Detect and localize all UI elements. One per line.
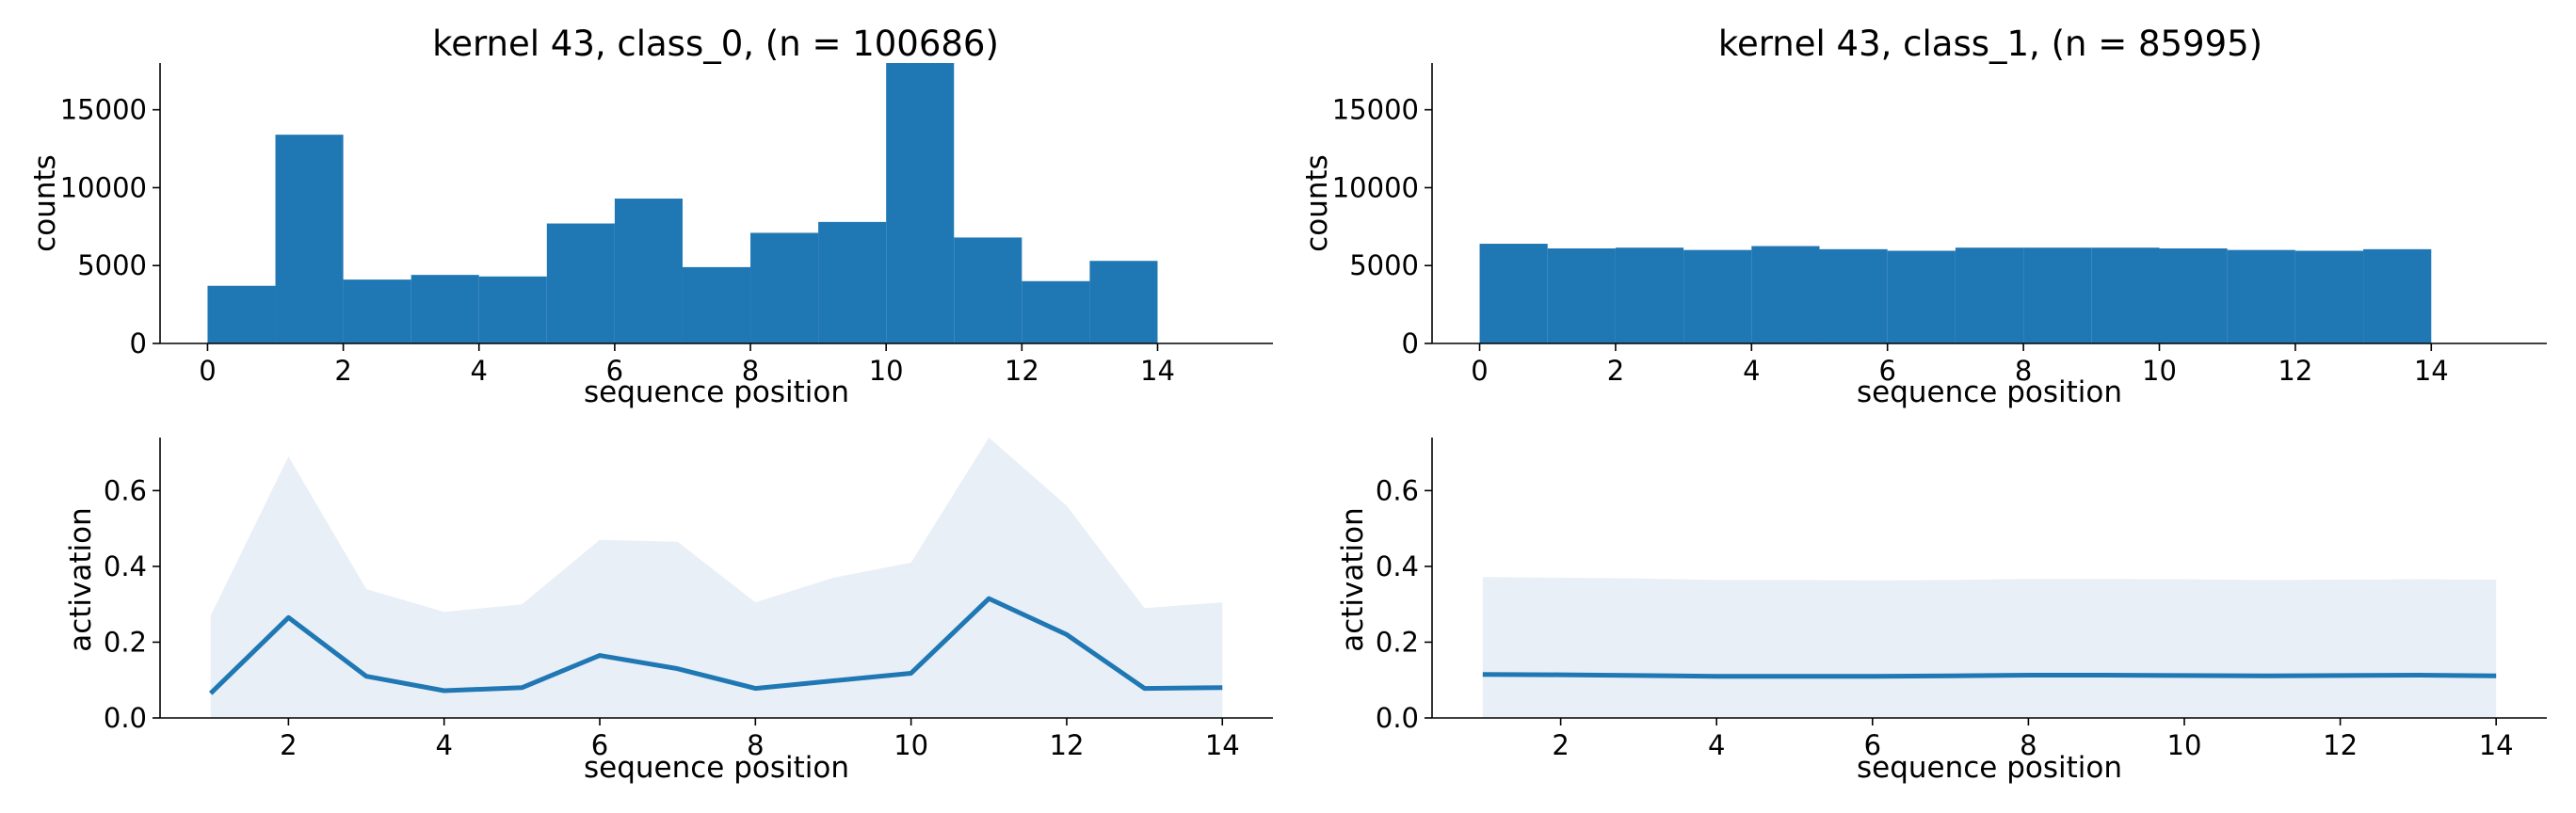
y-tick-label: 15000	[60, 94, 147, 126]
y-tick-label: 5000	[1349, 249, 1419, 281]
histogram-bar	[1819, 248, 1888, 343]
y-tick-label: 0.2	[104, 626, 147, 658]
x-tick-label: 10	[869, 355, 904, 387]
x-tick-label: 10	[2142, 355, 2177, 387]
histogram-bar	[207, 285, 276, 343]
y-axis-label: activation	[64, 507, 98, 652]
x-tick-label: 12	[2278, 355, 2312, 387]
histogram-bar	[1751, 246, 1820, 343]
histogram-bar	[2294, 250, 2364, 343]
panel-title: kernel 43, class_0, (n = 100686)	[432, 24, 999, 64]
histogram-bar	[750, 232, 819, 343]
x-tick-label: 12	[1005, 355, 1039, 387]
x-tick-label: 6	[1878, 355, 1895, 387]
y-tick-label: 0.0	[1376, 702, 1419, 734]
activation-range-band	[1482, 577, 2497, 718]
x-axis-label: sequence position	[1857, 375, 2122, 409]
y-axis-label: activation	[1336, 507, 1370, 652]
mean-activation-line	[1482, 672, 2497, 679]
y-tick-label: 0.4	[104, 550, 147, 582]
histogram-class-0-panel: kernel 43, class_0, (n = 100686) 0 2 4 6 8 10…	[28, 24, 1273, 409]
histogram-bar	[1547, 248, 1616, 343]
histogram-bar	[2159, 248, 2228, 343]
x-tick-label: 10	[894, 729, 928, 761]
y-tick-label: 0	[1402, 327, 1419, 359]
histogram-bar	[2363, 248, 2432, 343]
y-tick-label: 0.2	[1376, 626, 1419, 658]
x-tick-label: 14	[1205, 729, 1240, 761]
histogram-bar	[411, 275, 479, 343]
histogram-bar	[1955, 247, 2024, 343]
x-tick-label: 4	[1743, 355, 1760, 387]
x-axis-label: sequence position	[1857, 751, 2122, 785]
activation-range-band	[210, 438, 1223, 718]
x-tick-label: 2	[1552, 729, 1569, 761]
y-tick-label: 5000	[77, 249, 147, 281]
histogram-bar	[2091, 247, 2160, 343]
histogram-bar	[1615, 247, 1684, 343]
x-tick-label: 6	[1864, 729, 1881, 761]
x-tick-label: 6	[591, 729, 608, 761]
y-tick-label: 0.6	[104, 474, 147, 506]
x-tick-label: 6	[606, 355, 623, 387]
histogram-bar	[2227, 249, 2295, 343]
histogram-class-1-panel: kernel 43, class_1, (n = 85995) 0 2 4 6 8 10 1…	[1300, 24, 2547, 409]
y-tick-label: 0.6	[1376, 474, 1419, 506]
x-tick-label: 8	[747, 729, 764, 761]
y-tick-label: 0.0	[104, 702, 147, 734]
activation-class-1-panel: 2 4 6 8 10 12 14 0.0 0.2 0.4 0.6 sequence positio…	[1336, 438, 2547, 785]
histogram-bar	[1479, 244, 1548, 343]
x-tick-label: 14	[2479, 729, 2514, 761]
x-tick-label: 4	[1708, 729, 1725, 761]
x-tick-label: 0	[1471, 355, 1488, 387]
x-tick-label: 8	[742, 355, 759, 387]
histogram-bar	[818, 221, 887, 343]
x-tick-label: 2	[280, 729, 297, 761]
y-axis-label: counts	[28, 154, 62, 252]
x-axis-label: sequence position	[584, 375, 849, 409]
x-tick-label: 4	[435, 729, 452, 761]
y-axis-label: counts	[1300, 154, 1334, 252]
histogram-bar	[1022, 280, 1090, 343]
x-tick-label: 10	[2167, 729, 2202, 761]
x-tick-label: 12	[2323, 729, 2358, 761]
histogram-bar	[343, 279, 411, 343]
x-tick-label: 8	[2020, 729, 2037, 761]
y-tick-label: 15000	[1332, 94, 1419, 126]
x-tick-label: 12	[1050, 729, 1085, 761]
y-tick-label: 10000	[60, 171, 147, 203]
histogram-bar	[1089, 261, 1158, 343]
x-tick-label: 14	[1140, 355, 1175, 387]
x-tick-label: 4	[471, 355, 488, 387]
y-tick-label: 10000	[1332, 171, 1419, 203]
x-tick-label: 14	[2414, 355, 2449, 387]
histogram-bar	[546, 223, 615, 343]
histogram-bar	[954, 237, 1022, 343]
histogram-bar	[1683, 249, 1752, 343]
x-tick-label: 2	[334, 355, 351, 387]
histogram-bar	[275, 135, 344, 343]
x-tick-label: 2	[1607, 355, 1624, 387]
activation-class-0-panel: 2 4 6 8 10 12 14 0.0 0.2 0.4 0.6 sequence positio…	[64, 438, 1273, 785]
x-axis-label: sequence position	[584, 751, 849, 785]
histogram-bar	[682, 266, 751, 343]
y-tick-label: 0	[130, 327, 147, 359]
histogram-bar	[886, 63, 955, 343]
histogram-bar	[478, 276, 547, 343]
panel-title: kernel 43, class_1, (n = 85995)	[1718, 24, 2262, 64]
histogram-bar	[1887, 250, 1956, 343]
x-tick-label: 8	[2015, 355, 2032, 387]
mean-activation-line	[208, 596, 1223, 695]
histogram-bar	[614, 199, 683, 343]
x-tick-label: 0	[199, 355, 216, 387]
histogram-bar	[2023, 247, 2092, 343]
y-tick-label: 0.4	[1376, 550, 1419, 582]
